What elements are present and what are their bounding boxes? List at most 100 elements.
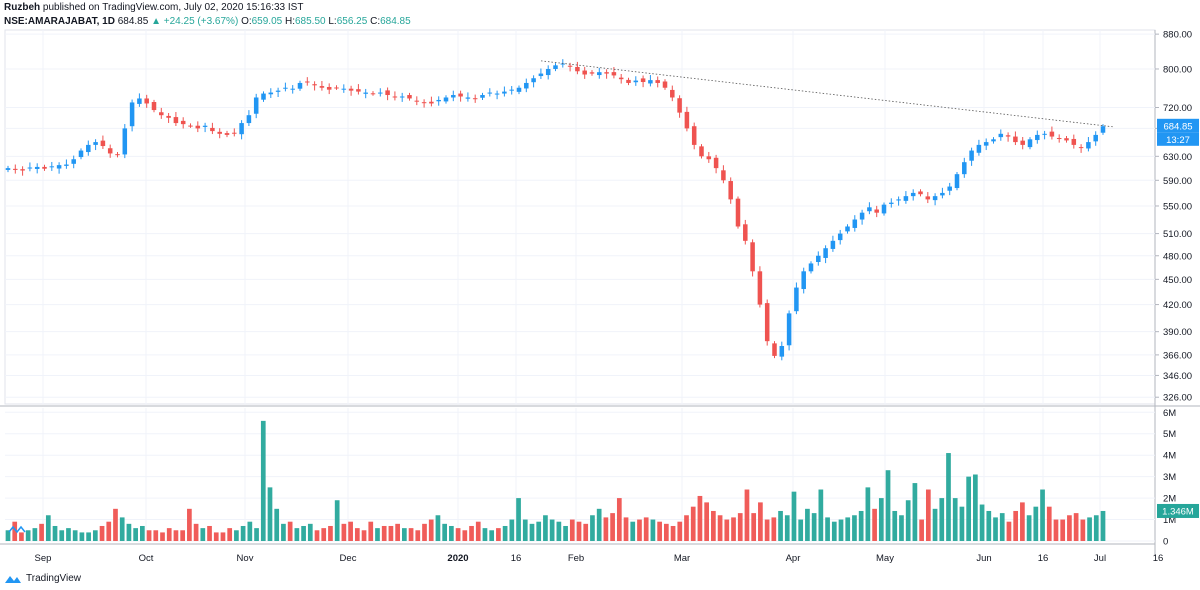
candle-body	[297, 82, 303, 89]
candle-body	[757, 271, 763, 305]
volume-bar	[1093, 515, 1099, 541]
candle-body	[1071, 138, 1077, 145]
candle-body	[326, 87, 332, 90]
volume-bar	[348, 521, 353, 541]
candle-body	[443, 97, 449, 102]
candle-body	[217, 131, 222, 134]
candle-body	[188, 125, 193, 127]
candle-body	[918, 191, 923, 195]
volume-bar	[670, 525, 676, 541]
volume-bar	[401, 528, 407, 541]
candle-body	[837, 233, 843, 241]
volume-bar	[630, 521, 636, 541]
volume-bar	[5, 530, 11, 541]
time-tick-label: Sep	[35, 553, 52, 564]
volume-bar	[193, 523, 199, 541]
candle-body	[13, 168, 18, 170]
candle-body	[42, 166, 47, 169]
volume-bar	[657, 521, 662, 541]
candle-body	[983, 142, 989, 146]
volume-bar	[596, 508, 602, 541]
candle-body	[1042, 133, 1047, 135]
candle-body	[823, 248, 828, 258]
author-name[interactable]: Ruzbeh	[4, 2, 41, 13]
candle-body	[1005, 135, 1011, 137]
candle-body	[239, 123, 244, 135]
volume-bar	[946, 453, 951, 541]
volume-bar	[623, 517, 629, 541]
volume-bar	[294, 528, 300, 541]
volume-bar	[865, 487, 871, 541]
candle-body	[910, 192, 916, 197]
candle-body	[991, 139, 996, 142]
volume-bar	[858, 510, 864, 541]
volume-bar	[1053, 519, 1059, 541]
candle-body	[429, 101, 434, 104]
volume-bar	[838, 519, 844, 541]
candle-body	[597, 72, 602, 76]
candle-body	[5, 168, 11, 170]
candle-body	[356, 89, 361, 92]
volume-bar	[764, 519, 770, 541]
candle-body	[699, 146, 704, 157]
volume-tick-label: 6M	[1163, 408, 1176, 419]
volume-bar	[59, 530, 65, 541]
candle-body	[56, 165, 62, 169]
volume-bar	[758, 502, 763, 541]
symbol-line: NSE:AMARAJABAT, 1D 684.85 ▲ +24.25 (+3.6…	[4, 16, 411, 28]
volume-bar	[717, 515, 723, 541]
price-tick-label: 346.00	[1163, 371, 1192, 382]
candle-body	[173, 117, 179, 124]
volume-bar	[153, 530, 159, 541]
candle-body	[743, 224, 748, 241]
volume-bar	[113, 508, 118, 541]
open-value: 659.05	[251, 16, 283, 27]
candle-body	[312, 84, 317, 86]
volume-bar	[482, 528, 488, 541]
footer-brand[interactable]: TradingView	[4, 573, 81, 584]
candle-body	[502, 91, 507, 94]
candle-body	[560, 63, 566, 65]
volume-bar	[603, 517, 609, 541]
candle-body	[545, 68, 551, 76]
price-tick-label: 550.00	[1163, 201, 1192, 212]
volume-bar	[449, 525, 454, 541]
candle-body	[589, 72, 595, 74]
volume-bar	[590, 515, 595, 541]
last-volume-tag-label: 1.346M	[1162, 506, 1194, 517]
volume-bar	[818, 489, 824, 541]
candle-body	[969, 150, 974, 161]
volume-bar	[744, 489, 750, 541]
last-price-tag-label: 684.85	[1163, 121, 1192, 132]
volume-bar	[254, 528, 259, 541]
price-change: +24.25 (+3.67%)	[163, 16, 239, 27]
volume-tick-label: 1M	[1163, 515, 1176, 526]
volume-bar	[388, 525, 394, 541]
volume-bar	[1020, 502, 1025, 541]
time-tick-label: May	[876, 553, 894, 564]
price-tick-label: 326.00	[1163, 393, 1192, 404]
price-volume-chart[interactable]: 880.00800.00720.00680.00630.00590.00550.…	[0, 0, 1200, 572]
candle-body	[319, 86, 325, 88]
candle-body	[808, 263, 814, 272]
candle-body	[414, 100, 420, 102]
volume-bar	[536, 521, 542, 541]
candle-body	[93, 142, 98, 145]
candle-body	[728, 181, 733, 200]
candle-body	[677, 98, 682, 113]
time-tick-label: 16	[511, 553, 522, 564]
candle-body	[458, 93, 463, 97]
candle-body	[648, 80, 653, 84]
volume-bar	[825, 517, 830, 541]
volume-bar	[751, 513, 757, 541]
volume-bar	[852, 515, 857, 541]
volume-indicator-icon	[8, 525, 26, 534]
volume-bar	[993, 517, 998, 541]
volume-bar	[543, 515, 548, 541]
time-tick-label: Mar	[674, 553, 690, 564]
candle-body	[626, 79, 631, 83]
close-value: 684.85	[380, 16, 411, 27]
volume-bar	[973, 474, 978, 541]
volume-bar	[831, 521, 837, 541]
volume-bar	[200, 528, 206, 541]
